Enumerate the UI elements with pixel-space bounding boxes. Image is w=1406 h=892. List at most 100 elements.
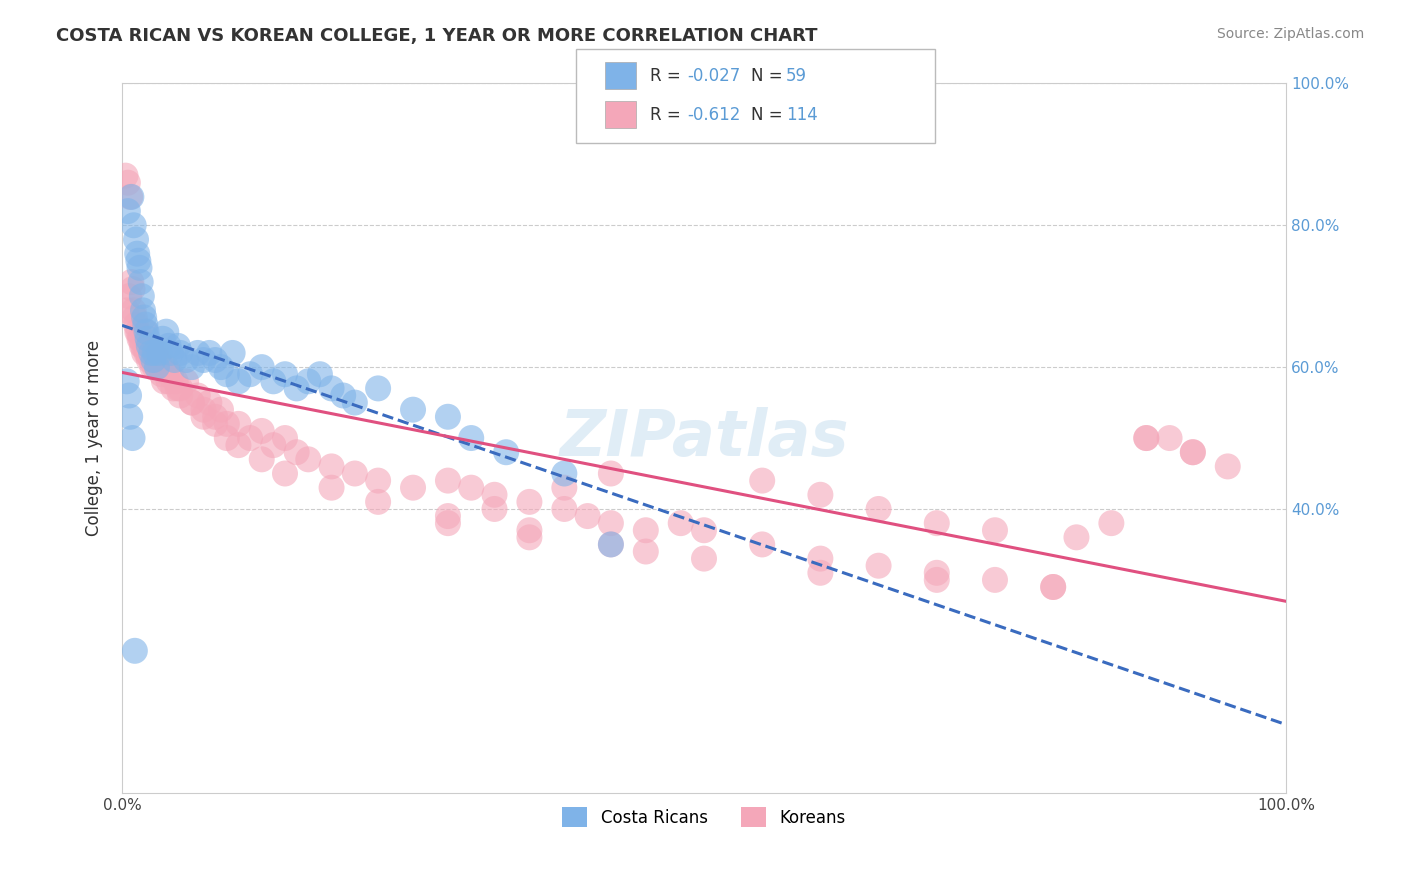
Point	[553, 467, 575, 481]
Point	[925, 573, 948, 587]
Point	[215, 368, 238, 382]
Point	[141, 353, 163, 368]
Point	[180, 395, 202, 409]
Point	[519, 523, 541, 537]
Point	[262, 438, 284, 452]
Point	[118, 388, 141, 402]
Point	[157, 339, 180, 353]
Point	[163, 353, 186, 368]
Point	[925, 516, 948, 530]
Text: -0.027: -0.027	[688, 67, 741, 85]
Point	[117, 176, 139, 190]
Point	[132, 339, 155, 353]
Point	[250, 360, 273, 375]
Point	[115, 374, 138, 388]
Text: R =: R =	[650, 67, 686, 85]
Point	[1135, 431, 1157, 445]
Point	[343, 395, 366, 409]
Point	[519, 495, 541, 509]
Point	[209, 402, 232, 417]
Point	[239, 431, 262, 445]
Point	[321, 381, 343, 395]
Point	[495, 445, 517, 459]
Point	[460, 431, 482, 445]
Point	[187, 346, 209, 360]
Point	[228, 417, 250, 431]
Point	[274, 368, 297, 382]
Point	[262, 374, 284, 388]
Point	[150, 368, 173, 382]
Point	[169, 388, 191, 402]
Legend: Costa Ricans, Koreans: Costa Ricans, Koreans	[555, 800, 852, 834]
Point	[925, 566, 948, 580]
Point	[127, 253, 149, 268]
Point	[221, 346, 243, 360]
Point	[128, 332, 150, 346]
Point	[124, 644, 146, 658]
Point	[167, 339, 190, 353]
Point	[141, 346, 163, 360]
Point	[117, 204, 139, 219]
Point	[984, 523, 1007, 537]
Point	[215, 431, 238, 445]
Point	[437, 409, 460, 424]
Point	[402, 402, 425, 417]
Point	[1135, 431, 1157, 445]
Point	[138, 353, 160, 368]
Y-axis label: College, 1 year or more: College, 1 year or more	[86, 340, 103, 536]
Point	[576, 509, 599, 524]
Point	[143, 346, 166, 360]
Point	[155, 360, 177, 375]
Text: N =: N =	[751, 67, 787, 85]
Point	[437, 516, 460, 530]
Point	[484, 502, 506, 516]
Point	[136, 332, 159, 346]
Point	[142, 353, 165, 368]
Point	[174, 353, 197, 368]
Point	[285, 445, 308, 459]
Point	[146, 360, 169, 375]
Point	[141, 339, 163, 353]
Point	[160, 368, 183, 382]
Point	[124, 310, 146, 325]
Point	[127, 325, 149, 339]
Point	[634, 544, 657, 558]
Point	[599, 537, 621, 551]
Point	[868, 558, 890, 573]
Point	[198, 346, 221, 360]
Point	[519, 530, 541, 544]
Point	[131, 339, 153, 353]
Point	[134, 325, 156, 339]
Point	[367, 474, 389, 488]
Point	[134, 339, 156, 353]
Point	[141, 360, 163, 375]
Point	[437, 474, 460, 488]
Point	[285, 381, 308, 395]
Text: N =: N =	[751, 106, 787, 124]
Point	[114, 169, 136, 183]
Point	[599, 537, 621, 551]
Point	[1099, 516, 1122, 530]
Text: COSTA RICAN VS KOREAN COLLEGE, 1 YEAR OR MORE CORRELATION CHART: COSTA RICAN VS KOREAN COLLEGE, 1 YEAR OR…	[56, 27, 818, 45]
Point	[121, 282, 143, 296]
Point	[162, 381, 184, 395]
Point	[693, 551, 716, 566]
Point	[180, 395, 202, 409]
Point	[215, 417, 238, 431]
Point	[125, 232, 148, 246]
Point	[143, 360, 166, 375]
Point	[321, 459, 343, 474]
Point	[120, 409, 142, 424]
Point	[553, 502, 575, 516]
Point	[250, 452, 273, 467]
Point	[157, 368, 180, 382]
Point	[120, 190, 142, 204]
Point	[157, 374, 180, 388]
Point	[129, 332, 152, 346]
Point	[152, 332, 174, 346]
Point	[125, 318, 148, 332]
Point	[142, 353, 165, 368]
Text: 114: 114	[786, 106, 818, 124]
Point	[139, 346, 162, 360]
Point	[1066, 530, 1088, 544]
